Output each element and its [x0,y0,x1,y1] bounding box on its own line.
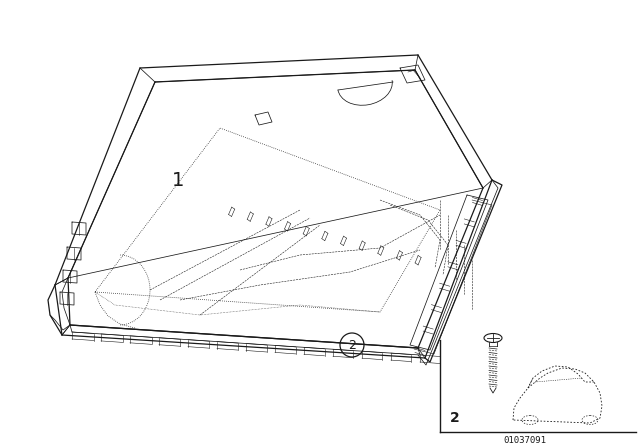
Text: 2: 2 [450,411,460,425]
Ellipse shape [582,415,598,425]
Text: 01037091: 01037091 [504,435,547,444]
Text: 1: 1 [172,171,184,190]
Text: 2: 2 [348,339,356,352]
Ellipse shape [522,415,538,425]
Circle shape [340,333,364,357]
Ellipse shape [484,333,502,343]
